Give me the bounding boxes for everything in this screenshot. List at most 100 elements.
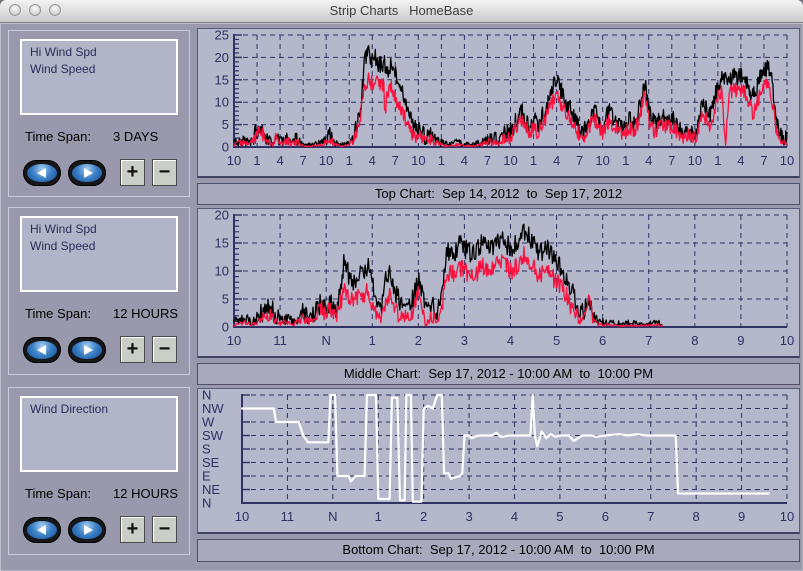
svg-text:7: 7 xyxy=(668,153,675,168)
time-span-row: Time Span: 3 DAYS xyxy=(25,129,158,144)
svg-text:N: N xyxy=(321,333,330,348)
svg-text:10: 10 xyxy=(780,153,794,168)
svg-text:N: N xyxy=(328,509,337,524)
blue-oval xyxy=(72,340,102,359)
svg-text:1: 1 xyxy=(346,153,353,168)
scroll-left-button[interactable] xyxy=(23,516,61,543)
zoom-in-button[interactable]: + xyxy=(120,336,145,363)
svg-text:10: 10 xyxy=(215,264,229,279)
series-listbox[interactable]: Hi Wind Spd Wind Speed xyxy=(20,216,178,292)
time-span-row: Time Span: 12 HOURS xyxy=(25,306,178,321)
svg-text:10: 10 xyxy=(411,153,425,168)
svg-text:7: 7 xyxy=(645,333,652,348)
svg-text:8: 8 xyxy=(693,509,700,524)
svg-text:9: 9 xyxy=(737,333,744,348)
svg-text:NW: NW xyxy=(202,401,224,416)
svg-text:3: 3 xyxy=(465,509,472,524)
top-chart-canvas[interactable]: 0 5 10 15 20 25 10 1 4 7 10 1 4 7 10 1 4 7 10 1 4 7 10 1 4 7 10 1 4 7… xyxy=(198,29,799,175)
left-arrow-icon xyxy=(36,344,46,355)
svg-text:25: 25 xyxy=(215,29,229,43)
svg-text:E: E xyxy=(202,469,211,484)
svg-text:4: 4 xyxy=(369,153,376,168)
blue-oval xyxy=(72,163,102,182)
list-item[interactable]: Hi Wind Spd xyxy=(30,45,97,59)
scroll-right-button[interactable] xyxy=(68,336,106,363)
caption-text: Top Chart: Sep 14, 2012 to Sep 17, 2012 xyxy=(374,186,623,201)
zoom-out-button[interactable]: − xyxy=(152,159,177,186)
svg-text:10: 10 xyxy=(235,509,249,524)
top-chart-caption: Top Chart: Sep 14, 2012 to Sep 17, 2012 xyxy=(197,183,800,205)
svg-text:N: N xyxy=(202,389,211,403)
right-arrow-icon xyxy=(83,167,93,178)
blue-oval xyxy=(27,163,57,182)
zoom-in-button[interactable]: + xyxy=(120,159,145,186)
scroll-left-button[interactable] xyxy=(23,336,61,363)
series-listbox[interactable]: Hi Wind Spd Wind Speed xyxy=(20,39,178,115)
svg-text:5: 5 xyxy=(556,509,563,524)
svg-text:0: 0 xyxy=(222,140,229,155)
list-item[interactable]: Wind Direction xyxy=(30,402,109,416)
svg-text:10: 10 xyxy=(780,509,794,524)
svg-text:11: 11 xyxy=(273,333,287,348)
blue-oval xyxy=(27,520,57,539)
close-button[interactable] xyxy=(9,4,21,16)
time-span-value: 12 HOURS xyxy=(113,306,179,321)
svg-text:SE: SE xyxy=(202,455,220,470)
scroll-right-button[interactable] xyxy=(68,159,106,186)
time-span-value: 12 HOURS xyxy=(113,486,179,501)
bottom-chart-caption: Bottom Chart: Sep 17, 2012 - 10:00 AM to… xyxy=(197,539,800,562)
svg-text:1: 1 xyxy=(714,153,721,168)
left-arrow-icon xyxy=(36,167,46,178)
svg-text:N: N xyxy=(202,496,211,511)
svg-text:7: 7 xyxy=(392,153,399,168)
svg-text:6: 6 xyxy=(602,509,609,524)
caption-text: Bottom Chart: Sep 17, 2012 - 10:00 AM to… xyxy=(342,542,655,557)
svg-text:10: 10 xyxy=(227,153,241,168)
svg-text:10: 10 xyxy=(688,153,702,168)
svg-text:SW: SW xyxy=(202,428,224,443)
svg-text:7: 7 xyxy=(760,153,767,168)
svg-text:1: 1 xyxy=(530,153,537,168)
svg-text:7: 7 xyxy=(300,153,307,168)
middle-chart-caption: Middle Chart: Sep 17, 2012 - 10:00 AM to… xyxy=(197,363,800,385)
svg-text:11: 11 xyxy=(281,509,295,524)
minimize-button[interactable] xyxy=(29,4,41,16)
right-arrow-icon xyxy=(83,344,93,355)
top-chart-panel[interactable]: 0 5 10 15 20 25 10 1 4 7 10 1 4 7 10 1 4 7 10 1 4 7 10 1 4 7 10 1 4 7… xyxy=(197,28,800,178)
middle-chart-panel[interactable]: 0 5 10 15 20 10 11 N 1 2 3 4 5 6 7 8 9 10 xyxy=(197,208,800,358)
zoom-in-button[interactable]: + xyxy=(120,516,145,543)
time-span-label: Time Span: xyxy=(25,486,91,501)
svg-text:15: 15 xyxy=(215,236,229,251)
time-span-label: Time Span: xyxy=(25,129,91,144)
svg-text:7: 7 xyxy=(647,509,654,524)
right-arrow-icon xyxy=(83,524,93,535)
control-panel-middle: Hi Wind Spd Wind Speed Time Span: 12 HOUR… xyxy=(8,207,190,375)
svg-text:10: 10 xyxy=(595,153,609,168)
svg-text:1: 1 xyxy=(253,153,260,168)
list-item[interactable]: Hi Wind Spd xyxy=(30,222,97,236)
control-panel-bottom: Wind Direction Time Span: 12 HOURS + − xyxy=(8,387,190,555)
zoom-out-button[interactable]: − xyxy=(152,516,177,543)
scroll-left-button[interactable] xyxy=(23,159,61,186)
svg-text:1: 1 xyxy=(622,153,629,168)
bottom-chart-panel[interactable]: N NE E SE S SW W NW N 10 11 N 1 2 3 4 5 6 7 8 9 10 xyxy=(197,388,800,534)
scroll-right-button[interactable] xyxy=(68,516,106,543)
zoom-button[interactable] xyxy=(49,4,61,16)
list-item[interactable]: Wind Speed xyxy=(30,239,96,253)
svg-text:5: 5 xyxy=(553,333,560,348)
zoom-out-button[interactable]: − xyxy=(152,336,177,363)
svg-text:4: 4 xyxy=(645,153,652,168)
title-bar[interactable]: Strip Charts HomeBase xyxy=(0,0,803,23)
time-span-row: Time Span: 12 HOURS xyxy=(25,486,178,501)
svg-text:15: 15 xyxy=(215,72,229,87)
series-listbox[interactable]: Wind Direction xyxy=(20,396,178,472)
svg-text:4: 4 xyxy=(276,153,283,168)
svg-text:10: 10 xyxy=(319,153,333,168)
middle-chart-canvas[interactable]: 0 5 10 15 20 10 11 N 1 2 3 4 5 6 7 8 9 10 xyxy=(198,209,799,355)
list-item[interactable]: Wind Speed xyxy=(30,62,96,76)
svg-text:S: S xyxy=(202,442,211,457)
svg-text:10: 10 xyxy=(215,95,229,110)
left-arrow-icon xyxy=(36,524,46,535)
